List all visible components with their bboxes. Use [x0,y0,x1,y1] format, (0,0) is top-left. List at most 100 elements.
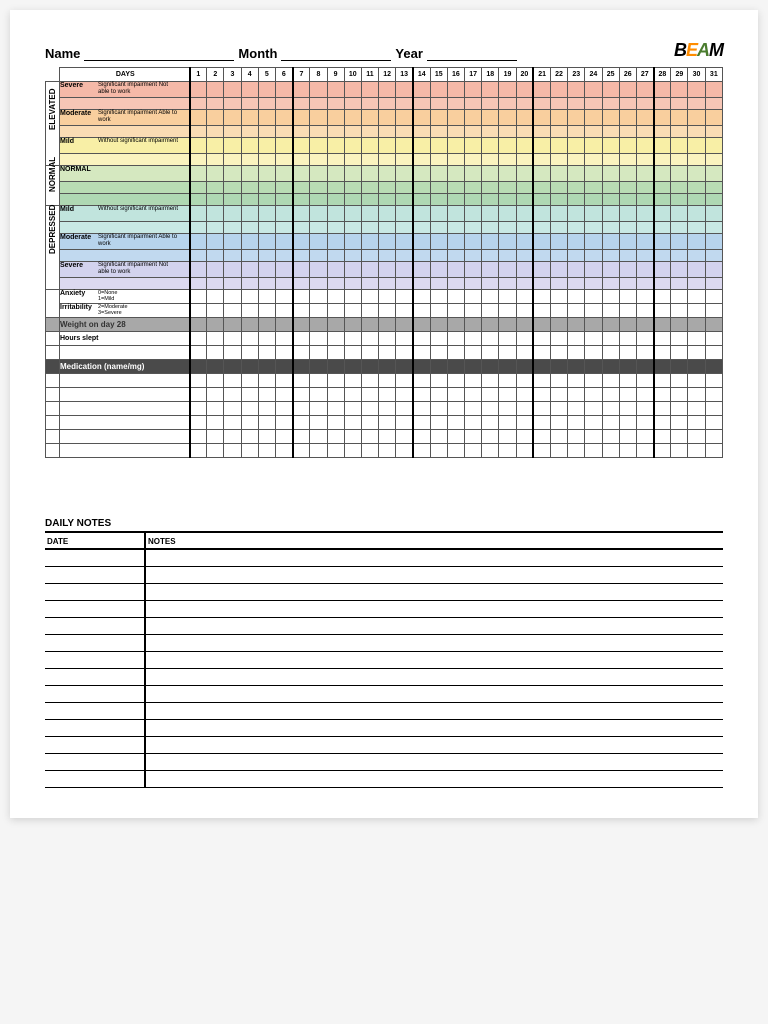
chart-cell[interactable] [585,126,602,138]
chart-cell[interactable] [207,250,224,262]
chart-cell[interactable] [207,360,224,374]
chart-cell[interactable] [550,194,567,206]
notes-date-cell[interactable] [45,634,145,651]
chart-cell[interactable] [550,182,567,194]
chart-cell[interactable] [310,206,327,222]
chart-cell[interactable] [310,318,327,332]
chart-cell[interactable] [275,332,292,346]
chart-cell[interactable] [654,222,671,234]
chart-cell[interactable] [688,374,705,388]
chart-cell[interactable] [619,234,636,250]
chart-cell[interactable] [533,346,550,360]
chart-cell[interactable] [327,332,344,346]
month-field-line[interactable] [281,47,391,61]
chart-cell[interactable] [275,138,292,154]
chart-cell[interactable] [636,154,653,166]
chart-cell[interactable] [482,194,499,206]
chart-cell[interactable] [224,262,241,278]
chart-cell[interactable] [413,234,430,250]
chart-cell[interactable] [533,206,550,222]
chart-cell[interactable] [533,82,550,98]
chart-cell[interactable] [361,182,378,194]
chart-cell[interactable] [224,444,241,458]
chart-cell[interactable] [379,444,396,458]
chart-cell[interactable] [705,110,722,126]
chart-cell[interactable] [327,166,344,182]
chart-cell[interactable] [447,388,464,402]
chart-cell[interactable] [310,98,327,110]
chart-cell[interactable] [705,318,722,332]
chart-cell[interactable] [327,182,344,194]
chart-cell[interactable] [705,304,722,318]
chart-cell[interactable] [241,206,258,222]
chart-cell[interactable] [671,360,688,374]
chart-cell[interactable] [602,332,619,346]
chart-cell[interactable] [190,182,207,194]
chart-cell[interactable] [310,126,327,138]
chart-cell[interactable] [379,304,396,318]
chart-cell[interactable] [258,138,275,154]
chart-cell[interactable] [379,262,396,278]
chart-cell[interactable] [654,332,671,346]
chart-cell[interactable] [275,388,292,402]
chart-cell[interactable] [293,98,310,110]
chart-cell[interactable] [207,82,224,98]
chart-cell[interactable] [275,360,292,374]
chart-cell[interactable] [585,234,602,250]
chart-cell[interactable] [499,346,516,360]
chart-cell[interactable] [705,154,722,166]
chart-cell[interactable] [224,346,241,360]
chart-cell[interactable] [379,416,396,430]
chart-cell[interactable] [705,98,722,110]
chart-cell[interactable] [207,98,224,110]
chart-cell[interactable] [516,262,533,278]
chart-cell[interactable] [430,206,447,222]
chart-cell[interactable] [482,262,499,278]
chart-cell[interactable] [619,430,636,444]
chart-cell[interactable] [275,182,292,194]
chart-cell[interactable] [465,182,482,194]
chart-cell[interactable] [688,206,705,222]
chart-cell[interactable] [327,206,344,222]
chart-cell[interactable] [396,360,413,374]
chart-cell[interactable] [379,278,396,290]
chart-cell[interactable] [568,444,585,458]
chart-cell[interactable] [310,194,327,206]
chart-cell[interactable] [207,290,224,304]
chart-cell[interactable] [207,126,224,138]
chart-cell[interactable] [310,430,327,444]
chart-cell[interactable] [310,138,327,154]
chart-cell[interactable] [361,346,378,360]
notes-date-cell[interactable] [45,617,145,634]
chart-cell[interactable] [602,360,619,374]
chart-cell[interactable] [671,82,688,98]
chart-cell[interactable] [533,182,550,194]
chart-cell[interactable] [482,402,499,416]
chart-cell[interactable] [224,374,241,388]
notes-text-cell[interactable] [145,600,723,617]
chart-cell[interactable] [499,154,516,166]
chart-cell[interactable] [465,126,482,138]
chart-cell[interactable] [585,206,602,222]
chart-cell[interactable] [361,126,378,138]
chart-cell[interactable] [550,234,567,250]
chart-cell[interactable] [516,194,533,206]
chart-cell[interactable] [207,194,224,206]
chart-cell[interactable] [241,290,258,304]
chart-cell[interactable] [516,290,533,304]
chart-cell[interactable] [310,360,327,374]
chart-cell[interactable] [654,194,671,206]
chart-cell[interactable] [619,304,636,318]
chart-cell[interactable] [413,138,430,154]
chart-cell[interactable] [705,234,722,250]
chart-cell[interactable] [516,234,533,250]
chart-cell[interactable] [499,138,516,154]
chart-cell[interactable] [533,430,550,444]
chart-cell[interactable] [327,234,344,250]
chart-cell[interactable] [310,234,327,250]
chart-cell[interactable] [327,222,344,234]
chart-cell[interactable] [636,222,653,234]
chart-cell[interactable] [568,332,585,346]
chart-cell[interactable] [636,374,653,388]
chart-cell[interactable] [190,206,207,222]
